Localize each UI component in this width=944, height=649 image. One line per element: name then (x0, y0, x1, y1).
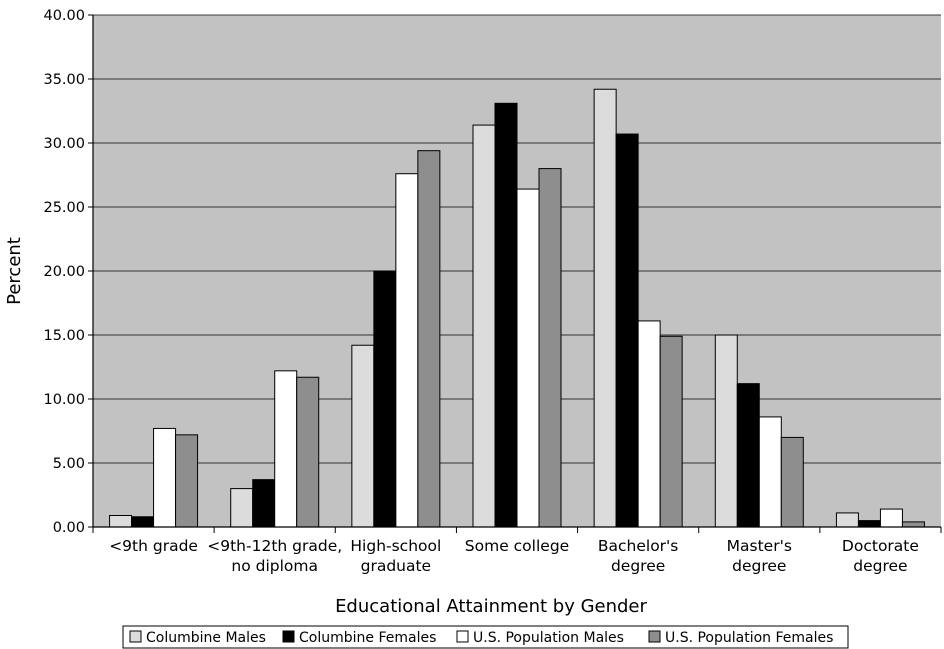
bar (736, 383, 760, 528)
y-tick-label: 40.00 (43, 8, 85, 24)
bar (230, 488, 254, 528)
bar (593, 88, 617, 528)
bar (175, 434, 199, 528)
y-tick-label: 5.00 (53, 456, 85, 472)
bar (538, 168, 562, 528)
legend-swatch (129, 630, 142, 643)
bar (780, 436, 804, 528)
y-tick-label: 15.00 (43, 328, 85, 344)
bar (109, 514, 133, 528)
bar (373, 270, 397, 528)
legend-label: Columbine Females (299, 630, 436, 646)
legend-label: U.S. Population Females (665, 630, 833, 646)
bar (296, 376, 320, 528)
legend-label: Columbine Males (146, 630, 266, 646)
x-category-label: Bachelor's degree (598, 537, 679, 575)
bar (659, 335, 683, 528)
bar (615, 133, 639, 528)
bar (417, 150, 441, 528)
bar (714, 334, 738, 528)
bar (835, 512, 859, 528)
x-category-label: Doctorate degree (842, 537, 919, 575)
x-category-label: High-school graduate (350, 537, 441, 575)
legend: Columbine Males Columbine Females U.S. Pop… (122, 625, 849, 649)
x-category-label: <9th grade (109, 537, 198, 555)
bar (516, 188, 540, 528)
y-tick-label: 0.00 (53, 520, 85, 536)
bar (131, 516, 155, 528)
y-tick-label: 25.00 (43, 200, 85, 216)
bar (153, 427, 177, 528)
y-tick-label: 35.00 (43, 72, 85, 88)
y-axis-title: Percent (4, 237, 25, 305)
bar (879, 508, 903, 528)
bar (274, 370, 298, 528)
bar (901, 521, 925, 528)
legend-swatch (282, 630, 295, 643)
bar (252, 479, 276, 528)
bar (395, 173, 419, 528)
legend-swatch (648, 630, 661, 643)
y-tick-label: 10.00 (43, 392, 85, 408)
x-category-label: Master's degree (727, 537, 792, 575)
legend-box (122, 625, 849, 649)
x-category-label: <9th-12th grade, no diploma (207, 537, 342, 575)
x-category-label: Some college (465, 537, 569, 555)
legend-label: U.S. Population Males (473, 630, 624, 646)
bar (351, 344, 375, 528)
legend-swatch (456, 630, 469, 643)
bar (857, 520, 881, 528)
bar (472, 124, 496, 528)
bar (637, 320, 661, 528)
y-tick-label: 30.00 (43, 136, 85, 152)
bar (494, 102, 518, 528)
y-tick-label: 20.00 (43, 264, 85, 280)
bar (758, 416, 782, 528)
x-axis-title: Educational Attainment by Gender (335, 596, 647, 617)
